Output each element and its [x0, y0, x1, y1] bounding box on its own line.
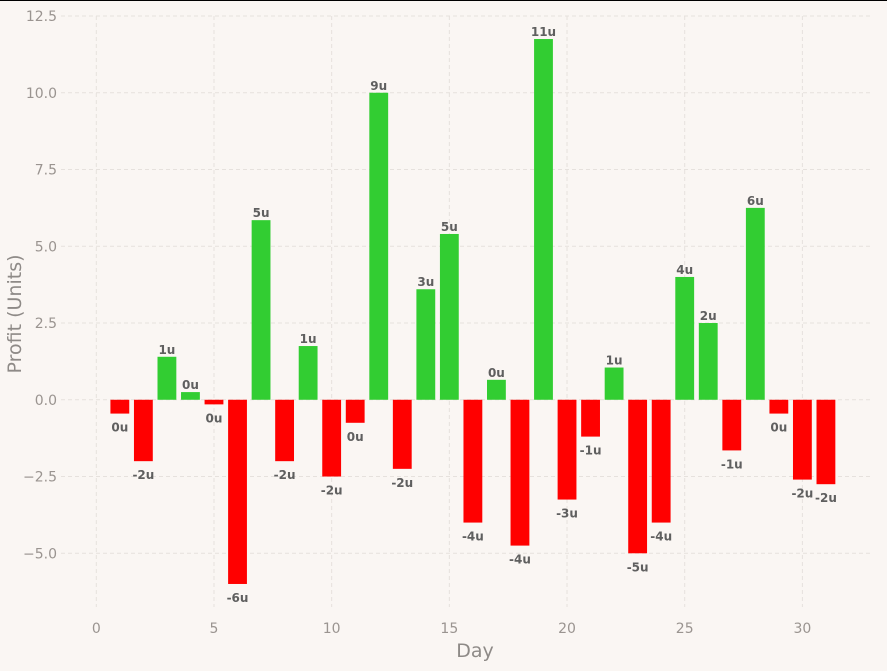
bar: [298, 346, 318, 400]
bar: [792, 399, 812, 480]
x-tick-label: 0: [92, 621, 101, 637]
bar-data-label: 5u: [441, 220, 458, 234]
bar: [463, 399, 483, 523]
bar-data-label: 2u: [700, 309, 717, 323]
bar: [251, 220, 271, 400]
bar: [228, 399, 247, 584]
x-axis-label: Day: [456, 640, 494, 662]
bar: [628, 399, 648, 554]
y-tick-label: 12.5: [26, 9, 57, 25]
bar-data-label: -2u: [391, 476, 413, 490]
bar-data-label: 0u: [206, 411, 223, 425]
bar-data-label: -2u: [321, 484, 343, 498]
bar: [534, 39, 553, 400]
bar-data-label: 11u: [531, 25, 556, 39]
y-tick-label: 7.5: [35, 163, 57, 179]
x-tick-label: 20: [558, 621, 576, 637]
bar-data-label: -3u: [556, 507, 578, 521]
bar: [675, 276, 695, 400]
y-tick-label: −5.0: [23, 546, 57, 562]
bar-data-label: 0u: [347, 430, 364, 444]
bar: [275, 399, 295, 462]
bar-data-label: -2u: [815, 491, 837, 505]
x-tick-label: 15: [440, 621, 458, 637]
bar-data-label: 0u: [770, 421, 787, 435]
bar-data-label: -2u: [791, 487, 813, 501]
y-tick-label: −2.5: [23, 470, 57, 486]
x-tick-label: 10: [323, 621, 341, 637]
bar-data-label: -4u: [650, 530, 672, 544]
bar-data-label: -6u: [227, 591, 249, 605]
bar-data-label: 1u: [300, 332, 317, 346]
bar-data-label: 0u: [182, 378, 199, 392]
bar: [369, 92, 389, 400]
bar: [157, 356, 177, 400]
bar: [510, 399, 530, 546]
x-tick-label: 5: [210, 621, 219, 637]
bar: [133, 399, 153, 462]
bar: [416, 289, 436, 400]
bar: [557, 399, 577, 500]
data-labels-layer: 0u -2u 1u 0u 0u -6u 5u -2u 1u -2u 0u 9u -2u 3u 5u -4u 0u…: [111, 25, 836, 605]
bar-data-label: -1u: [721, 457, 743, 471]
bar: [581, 399, 600, 437]
bar: [439, 233, 459, 400]
ticks-layer: −5.0 −2.5 0.0 2.5 5.0 7.5 10.0 12.5 0 5 10 15 20 25 30: [23, 9, 811, 637]
bar-data-label: 5u: [253, 206, 270, 220]
bar: [110, 399, 130, 414]
bar-data-label: -2u: [274, 468, 296, 482]
y-tick-label: 5.0: [35, 239, 57, 255]
bar: [745, 207, 765, 400]
bar: [651, 399, 671, 523]
y-axis-label: Profit (Units): [4, 254, 26, 373]
bar-data-label: -1u: [580, 444, 602, 458]
bar: [816, 399, 836, 485]
y-tick-label: 10.0: [26, 86, 57, 102]
y-tick-label: 0.0: [35, 393, 57, 409]
bar-data-label: 4u: [676, 263, 693, 277]
bar-data-label: 0u: [111, 421, 128, 435]
bar: [345, 399, 365, 423]
bar-data-label: 1u: [606, 354, 623, 368]
bar-data-label: -4u: [509, 553, 531, 567]
bar: [722, 399, 742, 451]
bar-data-label: 3u: [417, 275, 434, 289]
bar: [604, 367, 624, 400]
bar: [769, 399, 789, 414]
bar-data-label: 6u: [747, 194, 764, 208]
bars-layer: [110, 39, 836, 584]
bar: [181, 392, 200, 400]
bar-data-label: 0u: [488, 366, 505, 380]
bar-data-label: 1u: [158, 343, 175, 357]
bar: [204, 399, 224, 405]
bar: [698, 323, 718, 400]
bar: [322, 399, 342, 477]
bar-data-label: -2u: [132, 468, 154, 482]
bar-data-label: -5u: [627, 560, 649, 574]
y-tick-label: 2.5: [35, 316, 57, 332]
bar-data-label: 9u: [370, 79, 387, 93]
bar-data-label: -4u: [462, 530, 484, 544]
x-tick-label: 30: [793, 621, 811, 637]
bar: [487, 379, 506, 400]
bar: [392, 399, 412, 469]
x-tick-label: 25: [676, 621, 694, 637]
